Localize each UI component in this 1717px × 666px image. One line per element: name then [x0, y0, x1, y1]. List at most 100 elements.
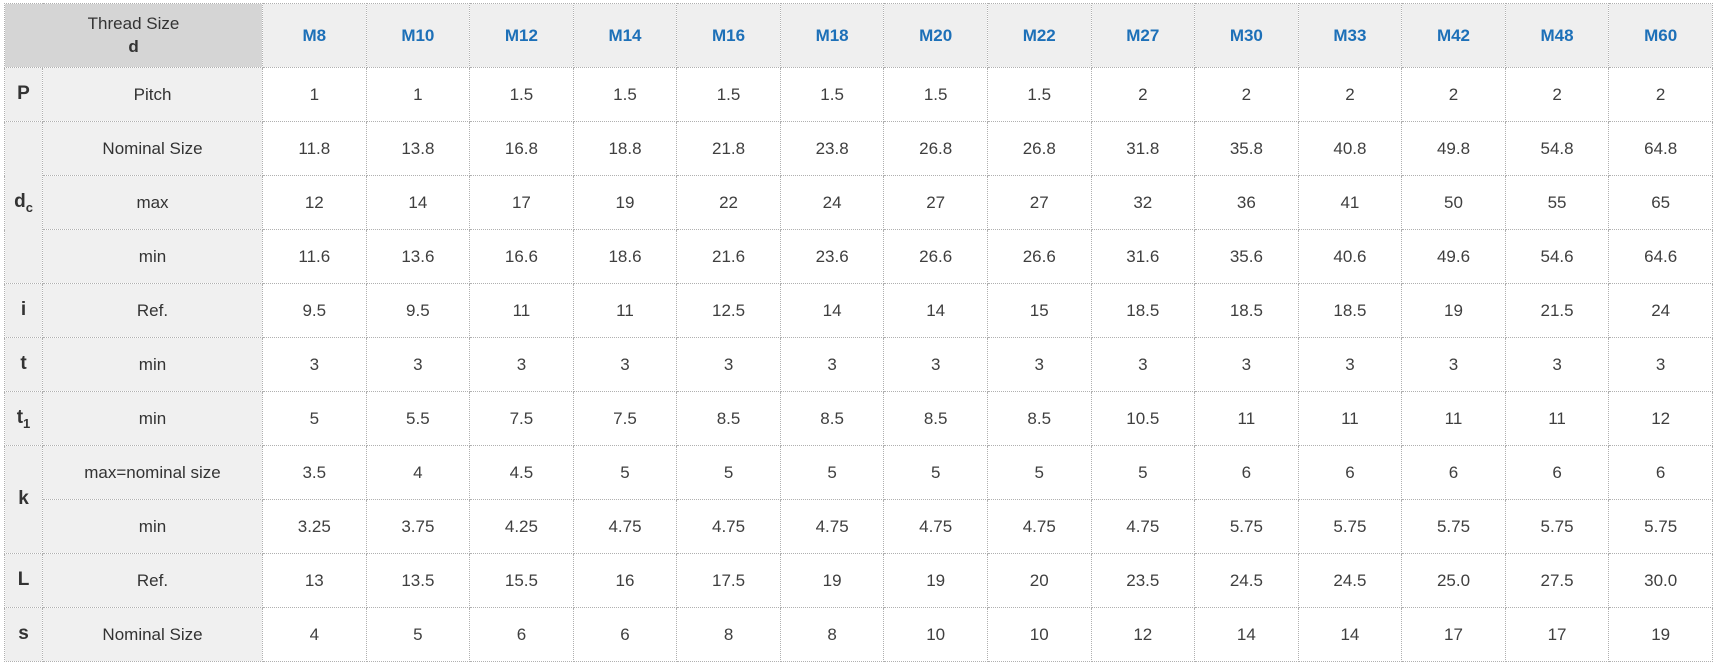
- data-cell: 3: [1504, 337, 1610, 392]
- data-cell: 12.5: [676, 283, 781, 338]
- data-cell: 40.8: [1297, 121, 1403, 176]
- data-cell: 4.75: [986, 499, 1092, 554]
- data-cell: 6: [1194, 445, 1299, 500]
- column-header-m10: M10: [365, 3, 471, 68]
- corner-header: Thread Size d: [3, 3, 264, 68]
- data-cell: 14: [1297, 607, 1403, 662]
- data-cell: 3: [986, 337, 1092, 392]
- data-cell: 10.5: [1090, 391, 1196, 446]
- row-label: Nominal Size: [41, 121, 264, 176]
- data-cell: 30.0: [1608, 553, 1713, 608]
- data-cell: 13.6: [365, 229, 471, 284]
- table-row-k-min: min 3.25 3.75 4.25 4.75 4.75 4.75 4.75 4…: [5, 499, 1713, 554]
- data-cell: 3: [1090, 337, 1196, 392]
- data-cell: 7.5: [572, 391, 678, 446]
- data-cell: 16.8: [469, 121, 574, 176]
- data-cell: 4.75: [779, 499, 885, 554]
- data-cell: 11: [1401, 391, 1506, 446]
- data-cell: 5: [572, 445, 678, 500]
- data-cell: 21.6: [676, 229, 781, 284]
- data-cell: 35.8: [1194, 121, 1299, 176]
- data-cell: 21.8: [676, 121, 781, 176]
- data-cell: 12: [262, 175, 367, 230]
- data-cell: 13: [262, 553, 367, 608]
- data-cell: 20: [986, 553, 1092, 608]
- column-header-m60: M60: [1608, 3, 1713, 68]
- data-cell: 8.5: [986, 391, 1092, 446]
- data-cell: 11: [1504, 391, 1610, 446]
- data-cell: 24.5: [1194, 553, 1299, 608]
- data-cell: 11: [1297, 391, 1403, 446]
- row-label: min: [41, 337, 264, 392]
- data-cell: 15: [986, 283, 1092, 338]
- data-cell: 26.8: [883, 121, 988, 176]
- data-cell: 9.5: [365, 283, 471, 338]
- row-label: max: [41, 175, 264, 230]
- data-cell: 22: [676, 175, 781, 230]
- data-cell: 3: [1608, 337, 1713, 392]
- data-cell: 3: [1401, 337, 1506, 392]
- data-cell: 3: [779, 337, 885, 392]
- data-cell: 24: [1608, 283, 1713, 338]
- data-cell: 65: [1608, 175, 1713, 230]
- data-cell: 32: [1090, 175, 1196, 230]
- data-cell: 21.5: [1504, 283, 1610, 338]
- data-cell: 5.75: [1504, 499, 1610, 554]
- row-label: Ref.: [41, 283, 264, 338]
- column-header-m27: M27: [1090, 3, 1196, 68]
- data-cell: 25.0: [1401, 553, 1506, 608]
- row-symbol-t: t: [4, 337, 43, 392]
- data-cell: 19: [1401, 283, 1506, 338]
- data-cell: 9.5: [262, 283, 367, 338]
- row-label: Nominal Size: [41, 607, 264, 662]
- column-header-m42: M42: [1401, 3, 1506, 68]
- row-label: min: [41, 229, 264, 284]
- data-cell: 4.75: [572, 499, 678, 554]
- thread-size-dimensions-table: Thread Size d M8 M10 M12 M14 M16 M18 M20…: [3, 3, 1713, 662]
- table-row-dc-max: max 12 14 17 19 22 24 27 27 32 36 41 50 …: [5, 175, 1713, 230]
- data-cell: 6: [572, 607, 678, 662]
- data-cell: 17: [1401, 607, 1506, 662]
- column-header-m12: M12: [469, 3, 574, 68]
- column-header-m22: M22: [986, 3, 1092, 68]
- data-cell: 17: [469, 175, 574, 230]
- row-label: Ref.: [41, 553, 264, 608]
- data-cell: 3.5: [262, 445, 367, 500]
- data-cell: 19: [572, 175, 678, 230]
- data-cell: 3: [883, 337, 988, 392]
- header-row: Thread Size d M8 M10 M12 M14 M16 M18 M20…: [3, 3, 1713, 68]
- column-header-m16: M16: [676, 3, 781, 68]
- data-cell: 26.8: [986, 121, 1092, 176]
- column-header-m14: M14: [572, 3, 678, 68]
- data-cell: 1.5: [676, 67, 781, 122]
- data-cell: 5.75: [1401, 499, 1506, 554]
- row-label: min: [41, 391, 264, 446]
- data-cell: 41: [1297, 175, 1403, 230]
- column-header-m33: M33: [1297, 3, 1403, 68]
- data-cell: 2: [1504, 67, 1610, 122]
- table-row-l-ref: L Ref. 13 13.5 15.5 16 17.5 19 19 20 23.…: [4, 553, 1713, 608]
- row-symbol-i: i: [4, 283, 43, 338]
- data-cell: 40.6: [1297, 229, 1403, 284]
- data-cell: 27.5: [1504, 553, 1610, 608]
- row-symbol-t1: t1: [4, 391, 43, 446]
- data-cell: 11.8: [262, 121, 367, 176]
- data-cell: 6: [1608, 445, 1713, 500]
- data-cell: 11: [572, 283, 678, 338]
- data-cell: 17.5: [676, 553, 781, 608]
- data-cell: 4: [262, 607, 367, 662]
- data-cell: 36: [1194, 175, 1299, 230]
- data-cell: 64.6: [1608, 229, 1713, 284]
- data-cell: 35.6: [1194, 229, 1299, 284]
- data-cell: 55: [1504, 175, 1610, 230]
- data-cell: 3: [365, 337, 471, 392]
- table-row-t1-min: t1 min 5 5.5 7.5 7.5 8.5 8.5 8.5 8.5 10.…: [4, 391, 1713, 446]
- data-cell: 3.75: [365, 499, 471, 554]
- data-cell: 13.5: [365, 553, 471, 608]
- data-cell: 1: [365, 67, 471, 122]
- data-cell: 19: [883, 553, 988, 608]
- data-cell: 14: [779, 283, 885, 338]
- data-cell: 14: [883, 283, 988, 338]
- table-row-t-min: t min 3 3 3 3 3 3 3 3 3 3 3 3 3 3: [4, 337, 1713, 392]
- data-cell: 14: [1194, 607, 1299, 662]
